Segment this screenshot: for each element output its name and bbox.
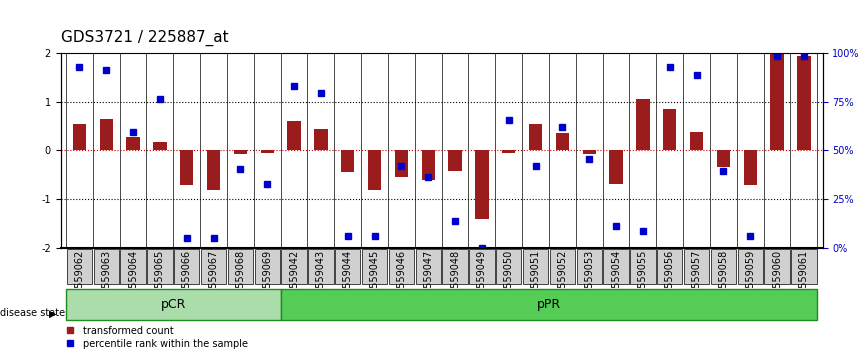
- Bar: [341, 150, 354, 172]
- Text: GSM559059: GSM559059: [746, 250, 755, 309]
- FancyBboxPatch shape: [120, 249, 145, 284]
- FancyBboxPatch shape: [335, 249, 360, 284]
- Bar: [583, 150, 596, 154]
- Text: GSM559053: GSM559053: [585, 250, 594, 309]
- Bar: [771, 54, 784, 150]
- Bar: [73, 124, 86, 150]
- Text: GSM559049: GSM559049: [477, 250, 487, 309]
- Text: GSM559055: GSM559055: [638, 250, 648, 309]
- Text: GSM559047: GSM559047: [423, 250, 433, 309]
- Text: ▶: ▶: [49, 308, 57, 318]
- FancyBboxPatch shape: [711, 249, 736, 284]
- Text: GSM559063: GSM559063: [101, 250, 111, 309]
- Text: GSM559067: GSM559067: [209, 250, 218, 309]
- FancyBboxPatch shape: [792, 249, 817, 284]
- FancyBboxPatch shape: [765, 249, 790, 284]
- FancyBboxPatch shape: [255, 249, 280, 284]
- Text: GSM559068: GSM559068: [236, 250, 245, 309]
- Text: GSM559044: GSM559044: [343, 250, 352, 309]
- Bar: [368, 150, 381, 190]
- Bar: [610, 150, 623, 183]
- Text: GSM559046: GSM559046: [397, 250, 406, 309]
- FancyBboxPatch shape: [362, 249, 387, 284]
- Bar: [261, 150, 274, 153]
- Bar: [798, 56, 811, 150]
- Bar: [234, 150, 247, 154]
- Bar: [502, 150, 515, 153]
- FancyBboxPatch shape: [738, 249, 763, 284]
- Bar: [207, 150, 220, 190]
- FancyBboxPatch shape: [684, 249, 709, 284]
- FancyBboxPatch shape: [201, 249, 226, 284]
- FancyBboxPatch shape: [308, 249, 333, 284]
- Bar: [475, 150, 488, 218]
- Bar: [288, 121, 301, 150]
- Text: disease state: disease state: [0, 308, 65, 318]
- Text: GSM559043: GSM559043: [316, 250, 326, 309]
- FancyBboxPatch shape: [630, 249, 656, 284]
- Bar: [180, 150, 193, 185]
- FancyBboxPatch shape: [66, 289, 281, 320]
- Bar: [314, 129, 327, 150]
- Bar: [529, 124, 542, 150]
- Bar: [690, 132, 703, 150]
- Bar: [744, 150, 757, 185]
- Text: GSM559045: GSM559045: [370, 250, 379, 309]
- Text: GSM559066: GSM559066: [182, 250, 191, 309]
- FancyBboxPatch shape: [604, 249, 629, 284]
- FancyBboxPatch shape: [469, 249, 494, 284]
- Text: GSM559056: GSM559056: [665, 250, 675, 309]
- FancyBboxPatch shape: [443, 249, 468, 284]
- Legend: transformed count, percentile rank within the sample: transformed count, percentile rank withi…: [66, 326, 248, 349]
- Text: GSM559057: GSM559057: [692, 250, 701, 309]
- Text: GSM559065: GSM559065: [155, 250, 165, 309]
- Bar: [422, 150, 435, 180]
- Bar: [449, 150, 462, 171]
- Bar: [663, 109, 676, 150]
- FancyBboxPatch shape: [657, 249, 682, 284]
- Text: GSM559061: GSM559061: [799, 250, 809, 309]
- Text: GSM559058: GSM559058: [719, 250, 728, 309]
- FancyBboxPatch shape: [416, 249, 441, 284]
- Text: GSM559064: GSM559064: [128, 250, 138, 309]
- Text: pCR: pCR: [160, 298, 186, 311]
- Bar: [637, 99, 650, 150]
- Text: GSM559051: GSM559051: [531, 250, 540, 309]
- Text: GSM559062: GSM559062: [74, 250, 84, 309]
- Bar: [126, 137, 139, 150]
- Bar: [717, 150, 730, 167]
- Bar: [100, 119, 113, 150]
- Bar: [556, 133, 569, 150]
- Text: GSM559048: GSM559048: [450, 250, 460, 309]
- Bar: [153, 142, 166, 150]
- FancyBboxPatch shape: [94, 249, 119, 284]
- FancyBboxPatch shape: [147, 249, 172, 284]
- FancyBboxPatch shape: [67, 249, 92, 284]
- Text: GSM559052: GSM559052: [558, 250, 567, 309]
- Text: GSM559042: GSM559042: [289, 250, 299, 309]
- FancyBboxPatch shape: [550, 249, 575, 284]
- FancyBboxPatch shape: [228, 249, 253, 284]
- FancyBboxPatch shape: [281, 249, 307, 284]
- FancyBboxPatch shape: [174, 249, 199, 284]
- Bar: [395, 150, 408, 177]
- Text: GSM559060: GSM559060: [772, 250, 782, 309]
- FancyBboxPatch shape: [281, 289, 818, 320]
- FancyBboxPatch shape: [577, 249, 602, 284]
- Text: pPR: pPR: [537, 298, 561, 311]
- Text: GSM559050: GSM559050: [504, 250, 514, 309]
- Text: GDS3721 / 225887_at: GDS3721 / 225887_at: [61, 30, 229, 46]
- Text: GSM559069: GSM559069: [262, 250, 272, 309]
- FancyBboxPatch shape: [496, 249, 521, 284]
- FancyBboxPatch shape: [523, 249, 548, 284]
- Text: GSM559054: GSM559054: [611, 250, 621, 309]
- FancyBboxPatch shape: [389, 249, 414, 284]
